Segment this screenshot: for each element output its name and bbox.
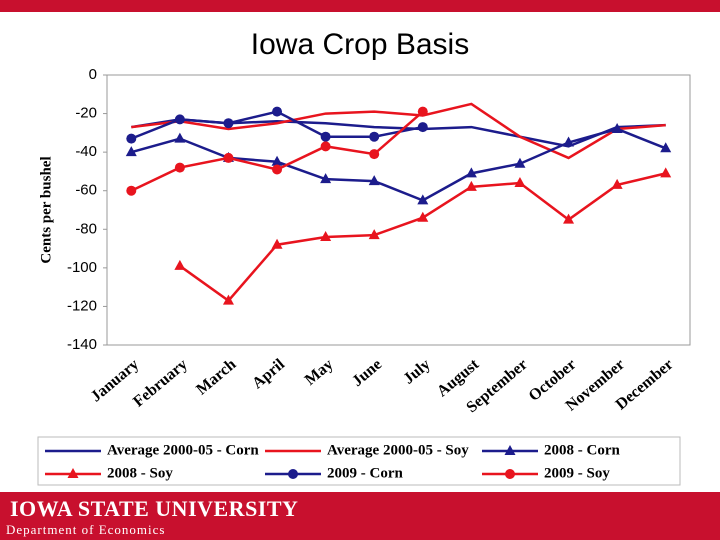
x-tick-label: July xyxy=(400,356,433,388)
y-axis-label: Cents per bushel xyxy=(38,156,54,263)
university: IOWA STATE UNIVERSITY xyxy=(10,496,299,521)
point xyxy=(222,294,234,305)
legend-label: Average 2000-05 - Soy xyxy=(327,442,469,458)
y-tick-label: -60 xyxy=(75,182,97,199)
point xyxy=(417,122,428,133)
point xyxy=(174,259,186,270)
point xyxy=(174,132,186,143)
x-tick-label: April xyxy=(249,356,288,393)
y-tick-label: -80 xyxy=(75,220,97,237)
plot-border xyxy=(106,74,691,346)
point xyxy=(223,118,234,129)
series-line xyxy=(179,172,666,303)
legend-marker xyxy=(505,469,515,479)
legend-marker xyxy=(504,445,516,455)
point xyxy=(611,123,623,133)
point xyxy=(320,131,331,142)
y-tick-label: -120 xyxy=(67,297,97,314)
point xyxy=(417,106,428,117)
point xyxy=(660,142,672,153)
point xyxy=(417,211,429,222)
department: Department of Economics xyxy=(6,522,166,537)
legend-label: 2009 - Corn xyxy=(327,465,403,481)
point xyxy=(369,149,380,160)
point xyxy=(174,114,185,125)
legend-box xyxy=(37,436,681,486)
point xyxy=(660,167,672,178)
legend-marker xyxy=(288,469,298,479)
point xyxy=(417,194,429,205)
point xyxy=(563,136,575,147)
point xyxy=(514,157,526,168)
chart-title: Iowa Crop Basis xyxy=(251,28,469,61)
y-tick-label: 0 xyxy=(89,66,97,83)
point xyxy=(465,180,477,191)
point xyxy=(611,178,623,189)
x-tick-label: February xyxy=(130,356,191,411)
point xyxy=(369,131,380,142)
point xyxy=(465,167,477,178)
point xyxy=(272,164,283,175)
point xyxy=(126,185,137,196)
y-tick-label: -20 xyxy=(75,105,97,122)
legend-label: 2008 - Soy xyxy=(107,465,173,481)
point xyxy=(320,141,331,152)
point xyxy=(174,162,185,173)
legend-marker xyxy=(67,468,79,478)
x-tick-label: March xyxy=(193,356,239,399)
footer: IOWA STATE UNIVERSITY Department of Econ… xyxy=(0,492,720,540)
series-line xyxy=(130,127,667,202)
point xyxy=(368,175,380,186)
x-tick-label: June xyxy=(349,356,385,390)
legend-label: 2009 - Soy xyxy=(544,465,610,481)
point xyxy=(271,238,283,249)
top-bar xyxy=(0,0,720,12)
point xyxy=(125,146,137,157)
series-line xyxy=(131,102,666,160)
point xyxy=(320,173,332,184)
chart: Iowa Crop Basis Cents per bushel 0 -20 -40… xyxy=(37,28,691,486)
legend-label: Average 2000-05 - Corn xyxy=(107,442,259,458)
point xyxy=(514,177,526,187)
y-tick-label: -100 xyxy=(67,259,97,276)
y-tick-label: -40 xyxy=(75,143,97,160)
point xyxy=(126,133,137,144)
legend-label: 2008 - Corn xyxy=(544,442,620,458)
point xyxy=(320,231,332,241)
point xyxy=(272,106,283,117)
y-tick-label: -140 xyxy=(67,336,97,353)
point xyxy=(563,213,575,224)
point xyxy=(223,152,234,163)
x-tick-label: May xyxy=(302,356,337,389)
point xyxy=(368,229,380,240)
point xyxy=(271,155,283,166)
